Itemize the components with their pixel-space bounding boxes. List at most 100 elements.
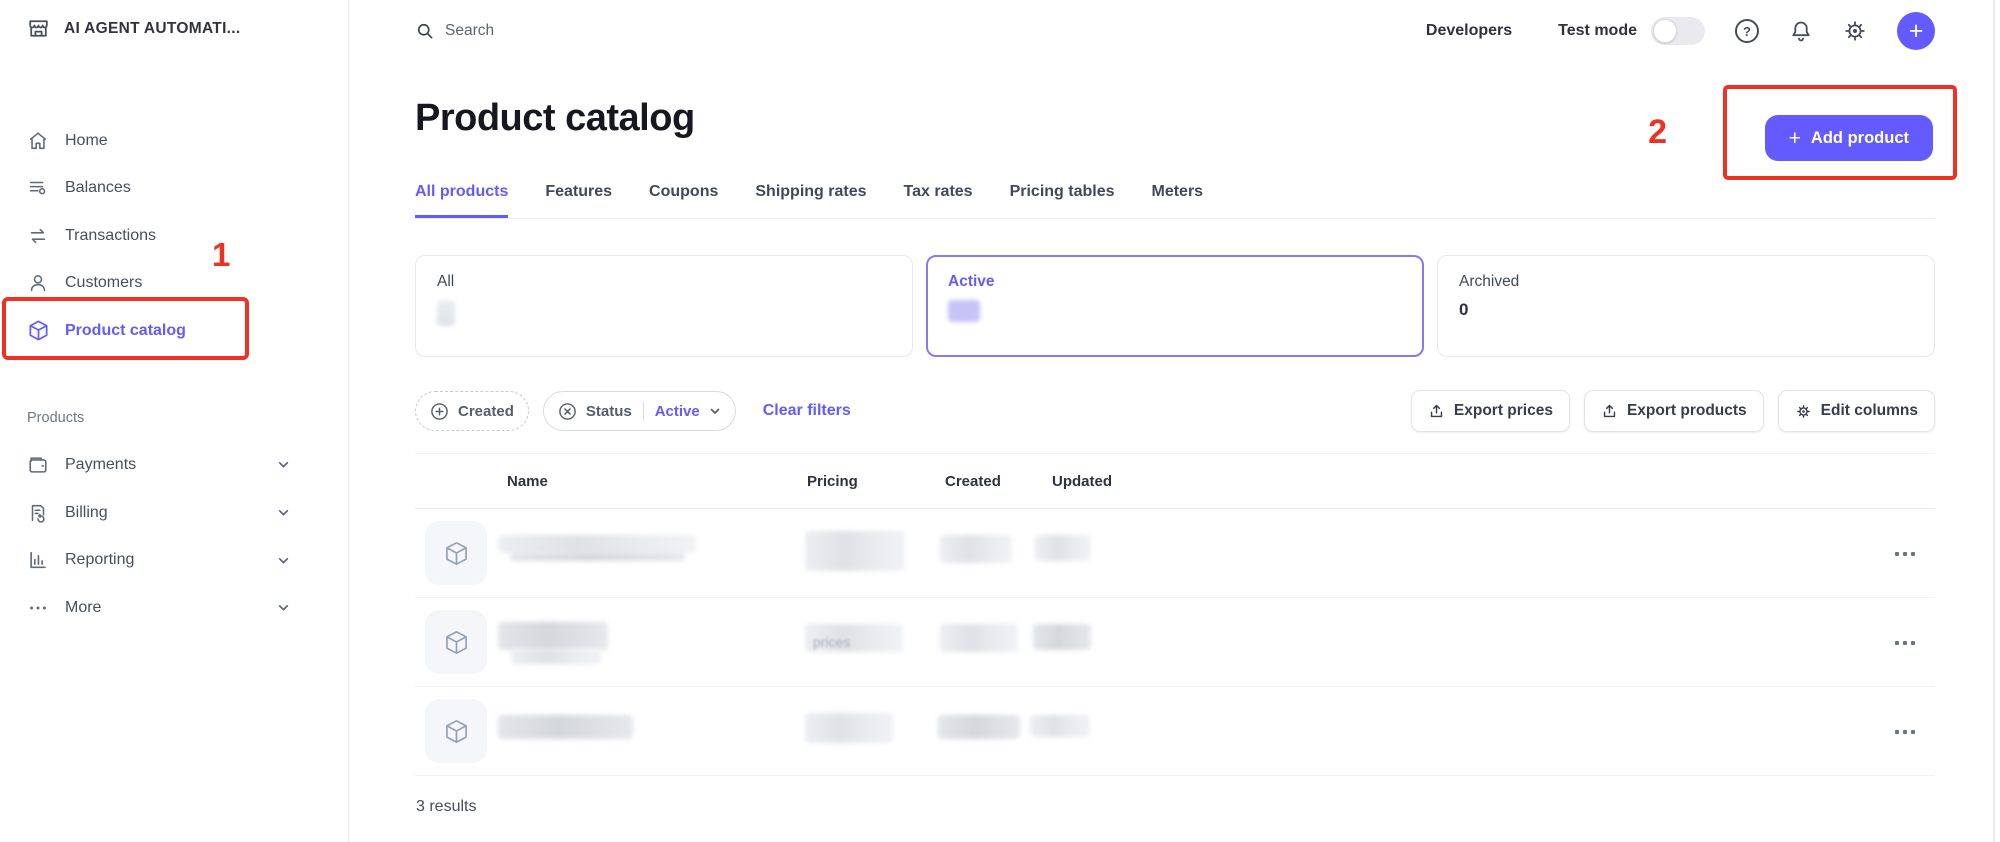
products-table: Name Pricing Created Updated: [415, 453, 1935, 776]
topbar-controls: Developers Test mode ?: [1426, 12, 1935, 50]
row-overflow-menu[interactable]: [1887, 543, 1923, 565]
page-right-edge: [1993, 0, 1995, 842]
sidebar-item-balances[interactable]: Balances: [0, 165, 348, 213]
column-header-name: Name: [507, 473, 548, 490]
card-label: Active: [948, 273, 995, 290]
card-archived[interactable]: Archived 0: [1437, 255, 1935, 357]
sidebar-item-product-catalog[interactable]: Product catalog: [0, 307, 348, 355]
sidebar-item-label: Home: [65, 131, 108, 149]
tab-coupons[interactable]: Coupons: [649, 183, 719, 200]
redacted-created: [940, 624, 1018, 652]
export-prices-button[interactable]: Export prices: [1410, 390, 1570, 432]
product-thumbnail: [425, 699, 487, 763]
table-row[interactable]: prices: [415, 598, 1935, 687]
product-thumbnail: [425, 521, 487, 585]
help-button[interactable]: ?: [1735, 19, 1759, 43]
column-header-created: Created: [945, 473, 1001, 490]
sidebar-item-customers[interactable]: Customers: [0, 260, 348, 308]
test-mode-label: Test mode: [1558, 22, 1637, 39]
sidebar-item-label: Balances: [65, 179, 131, 197]
status-filter-label: Status: [585, 402, 632, 420]
sidebar-item-transactions[interactable]: Transactions: [0, 212, 348, 260]
sidebar-item-reporting[interactable]: Reporting: [0, 536, 348, 584]
export-prices-label: Export prices: [1453, 402, 1553, 419]
topbar: Search Developers Test mode ?: [415, 0, 1935, 62]
settings-button[interactable]: [1843, 19, 1867, 43]
cube-icon: [445, 630, 467, 654]
filter-toolbar: Created Status Active Clear filters: [415, 390, 1935, 432]
table-row[interactable]: [415, 509, 1935, 598]
create-menu-button[interactable]: +: [1897, 12, 1935, 50]
redacted-count: [437, 300, 455, 326]
export-products-button[interactable]: Export products: [1583, 390, 1764, 432]
card-label: All: [437, 273, 455, 290]
edit-columns-button[interactable]: Edit columns: [1777, 390, 1935, 432]
x-circle-icon: [558, 402, 577, 421]
gear-icon: [1795, 403, 1812, 420]
chevron-down-icon: [277, 506, 290, 519]
created-filter-label: Created: [458, 402, 514, 420]
sidebar-item-home[interactable]: Home: [0, 117, 348, 165]
redacted-name: [498, 715, 633, 739]
export-icon: [1601, 403, 1618, 420]
search-placeholder: Search: [445, 22, 495, 39]
developers-link[interactable]: Developers: [1425, 22, 1513, 39]
product-thumbnail: [425, 610, 487, 674]
row-overflow-menu[interactable]: [1887, 721, 1923, 743]
annotation-number-1: 1: [212, 236, 231, 273]
add-product-button[interactable]: + Add product: [1764, 115, 1933, 161]
column-header-pricing: Pricing: [807, 473, 858, 490]
column-header-updated: Updated: [1052, 473, 1112, 490]
table-actions: Export prices Export products: [1410, 390, 1935, 432]
gear-icon: [1843, 19, 1867, 43]
search-input[interactable]: Search: [415, 21, 494, 41]
redacted-pricing: [805, 531, 905, 571]
chevron-down-icon: [277, 458, 290, 471]
annotation-number-2: 2: [1648, 113, 1667, 151]
tab-pricing-tables[interactable]: Pricing tables: [1009, 183, 1115, 200]
home-icon: [26, 130, 50, 152]
tab-all-products[interactable]: All products: [415, 183, 509, 218]
test-mode-control: Test mode: [1558, 17, 1705, 45]
clear-filters-link[interactable]: Clear filters: [762, 402, 851, 419]
tab-features[interactable]: Features: [545, 183, 613, 200]
plus-icon: +: [1788, 126, 1801, 150]
sidebar-item-more[interactable]: More: [0, 584, 348, 632]
sidebar-item-billing[interactable]: Billing: [0, 489, 348, 537]
add-product-label: Add product: [1810, 128, 1909, 147]
redacted-name: [498, 535, 696, 553]
business-switcher[interactable]: AI AGENT AUTOMATI...: [26, 16, 241, 41]
tab-meters[interactable]: Meters: [1151, 183, 1204, 200]
created-filter-pill[interactable]: Created: [415, 391, 529, 431]
tab-shipping-rates[interactable]: Shipping rates: [755, 183, 867, 200]
status-filter-pill[interactable]: Status Active: [542, 391, 736, 431]
plus-icon: +: [1908, 16, 1924, 45]
table-header: Name Pricing Created Updated: [415, 454, 1935, 509]
test-mode-toggle[interactable]: [1651, 17, 1705, 45]
redacted-created: [938, 715, 1020, 739]
card-label: Archived: [1459, 273, 1520, 290]
notifications-button[interactable]: [1789, 19, 1813, 43]
transactions-icon: [26, 225, 50, 247]
row-overflow-menu[interactable]: [1887, 632, 1923, 654]
tab-tax-rates[interactable]: Tax rates: [903, 183, 973, 200]
sidebar-item-label: Billing: [65, 503, 108, 521]
sidebar-item-label: Reporting: [65, 551, 135, 569]
tab-bar: All products Features Coupons Shipping r…: [415, 183, 1935, 219]
sidebar-item-payments[interactable]: Payments: [0, 441, 348, 489]
cube-icon: [445, 541, 467, 565]
redacted-updated: [1035, 535, 1091, 561]
customers-icon: [26, 272, 50, 294]
card-active[interactable]: Active: [926, 255, 1424, 357]
cube-icon: [445, 719, 467, 743]
table-row[interactable]: [415, 687, 1935, 776]
sidebar-item-label: Payments: [65, 455, 137, 473]
redacted-pricing: [805, 713, 893, 743]
redacted-updated: [1033, 624, 1091, 650]
card-all[interactable]: All: [415, 255, 913, 357]
sidebar-item-label: More: [65, 598, 102, 616]
status-filter-value: Active: [654, 402, 700, 420]
export-icon: [1428, 403, 1445, 420]
chevron-down-icon: [709, 405, 721, 417]
